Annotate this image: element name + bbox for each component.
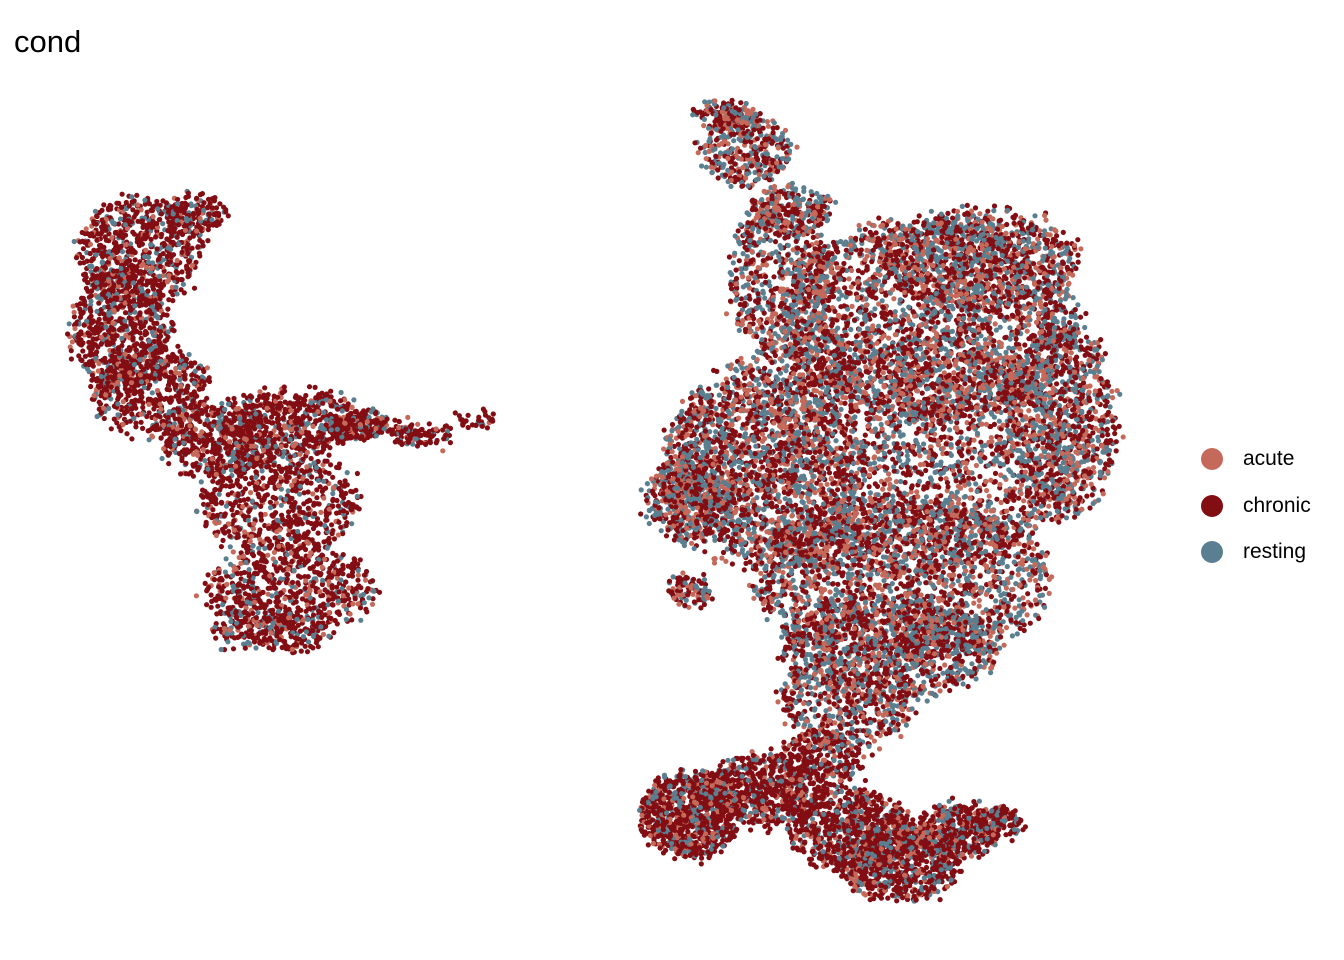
point-resting [66, 321, 72, 327]
point-resting [881, 653, 887, 660]
point-chronic [913, 710, 919, 716]
point-chronic [702, 549, 708, 555]
point-acute [948, 583, 955, 589]
point-acute [1046, 503, 1052, 509]
point-chronic [887, 797, 893, 803]
point-chronic [68, 348, 74, 354]
point-chronic [166, 461, 172, 467]
point-chronic [1047, 300, 1054, 306]
point-acute [679, 398, 686, 404]
point-chronic [1080, 380, 1087, 386]
point-chronic [1084, 493, 1090, 499]
point-chronic [191, 285, 198, 291]
point-chronic [937, 665, 943, 672]
point-acute [723, 311, 730, 317]
point-chronic [331, 536, 337, 542]
point-chronic [884, 548, 891, 554]
point-acute [1068, 350, 1074, 356]
point-acute [1024, 612, 1030, 618]
point-resting [783, 368, 789, 374]
point-chronic [354, 470, 360, 477]
point-resting [825, 580, 831, 586]
point-chronic [772, 239, 779, 245]
point-chronic [758, 459, 764, 465]
point-resting [344, 470, 350, 476]
point-acute [1016, 541, 1022, 547]
point-chronic [991, 203, 998, 209]
point-chronic [1112, 430, 1118, 437]
point-resting [959, 203, 965, 209]
point-chronic [961, 501, 967, 507]
point-chronic [1075, 237, 1081, 243]
point-acute [369, 601, 376, 607]
point-acute [689, 540, 695, 546]
point-acute [248, 490, 254, 496]
point-resting [703, 164, 710, 170]
point-resting [646, 520, 652, 527]
point-chronic [260, 475, 266, 481]
point-acute [764, 529, 770, 535]
point-resting [960, 681, 966, 687]
point-chronic [108, 426, 114, 432]
point-resting [924, 698, 930, 704]
point-chronic [691, 599, 698, 605]
point-resting [1064, 286, 1070, 292]
point-chronic [661, 427, 667, 433]
point-resting [973, 676, 979, 682]
point-chronic [465, 412, 471, 418]
point-chronic [938, 493, 944, 499]
point-chronic [111, 416, 117, 422]
point-chronic [902, 479, 908, 486]
point-resting [856, 227, 863, 233]
points-layer [65, 97, 1126, 904]
point-chronic [994, 496, 1000, 502]
point-resting [996, 418, 1002, 424]
point-acute [703, 142, 709, 149]
point-chronic [869, 752, 875, 758]
point-chronic [208, 604, 214, 610]
point-resting [973, 481, 979, 487]
point-chronic [297, 628, 303, 634]
point-chronic [101, 202, 107, 208]
point-resting [976, 798, 983, 804]
point-acute [954, 208, 961, 215]
point-acute [440, 448, 446, 454]
point-chronic [1054, 381, 1060, 387]
point-chronic [259, 453, 265, 459]
point-acute [908, 489, 914, 495]
point-chronic [308, 455, 314, 462]
point-resting [305, 639, 312, 645]
point-resting [732, 233, 738, 239]
point-acute [680, 570, 686, 576]
point-acute [951, 370, 957, 376]
point-chronic [76, 353, 82, 359]
point-chronic [876, 215, 882, 221]
point-acute [415, 421, 421, 427]
point-chronic [989, 451, 996, 457]
point-chronic [956, 468, 963, 474]
point-resting [728, 183, 734, 189]
point-resting [946, 798, 952, 804]
point-acute [764, 119, 771, 125]
point-resting [878, 697, 884, 703]
point-resting [833, 199, 839, 205]
chart-title: cond [14, 24, 81, 60]
point-chronic [809, 569, 815, 575]
point-chronic [781, 317, 787, 323]
point-resting [843, 294, 849, 300]
point-chronic [220, 621, 226, 627]
point-chronic [841, 260, 847, 267]
point-acute [891, 296, 897, 302]
point-chronic [803, 326, 809, 332]
point-chronic [969, 609, 975, 615]
